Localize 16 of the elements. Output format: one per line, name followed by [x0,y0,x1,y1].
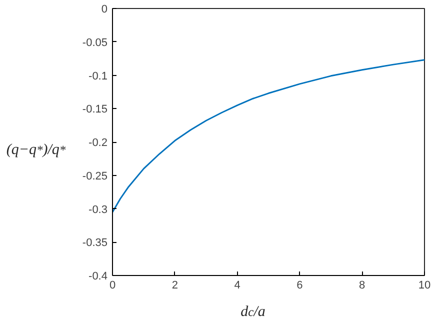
y-tick-label: -0.35 [82,237,108,250]
y-tick-label: -0.3 [88,204,108,216]
x-tick-label: 6 [296,280,303,292]
x-tick-label: 10 [418,280,431,292]
x-tick-label: 8 [359,280,366,292]
y-tick-label: -0.1 [88,70,108,82]
x-tick-label: 2 [172,280,178,292]
y-tick-label: -0.05 [82,36,108,49]
y-tick-label: 0 [101,4,108,16]
x-tick-label: 0 [109,280,116,292]
y-tick-label: -0.15 [82,104,108,116]
y-tick-label: -0.25 [82,170,108,182]
y-tick-label: -0.2 [88,137,108,149]
line-series [112,59,424,213]
x-tick-label: 4 [234,280,240,292]
y-tick-label: -0.4 [88,270,108,282]
